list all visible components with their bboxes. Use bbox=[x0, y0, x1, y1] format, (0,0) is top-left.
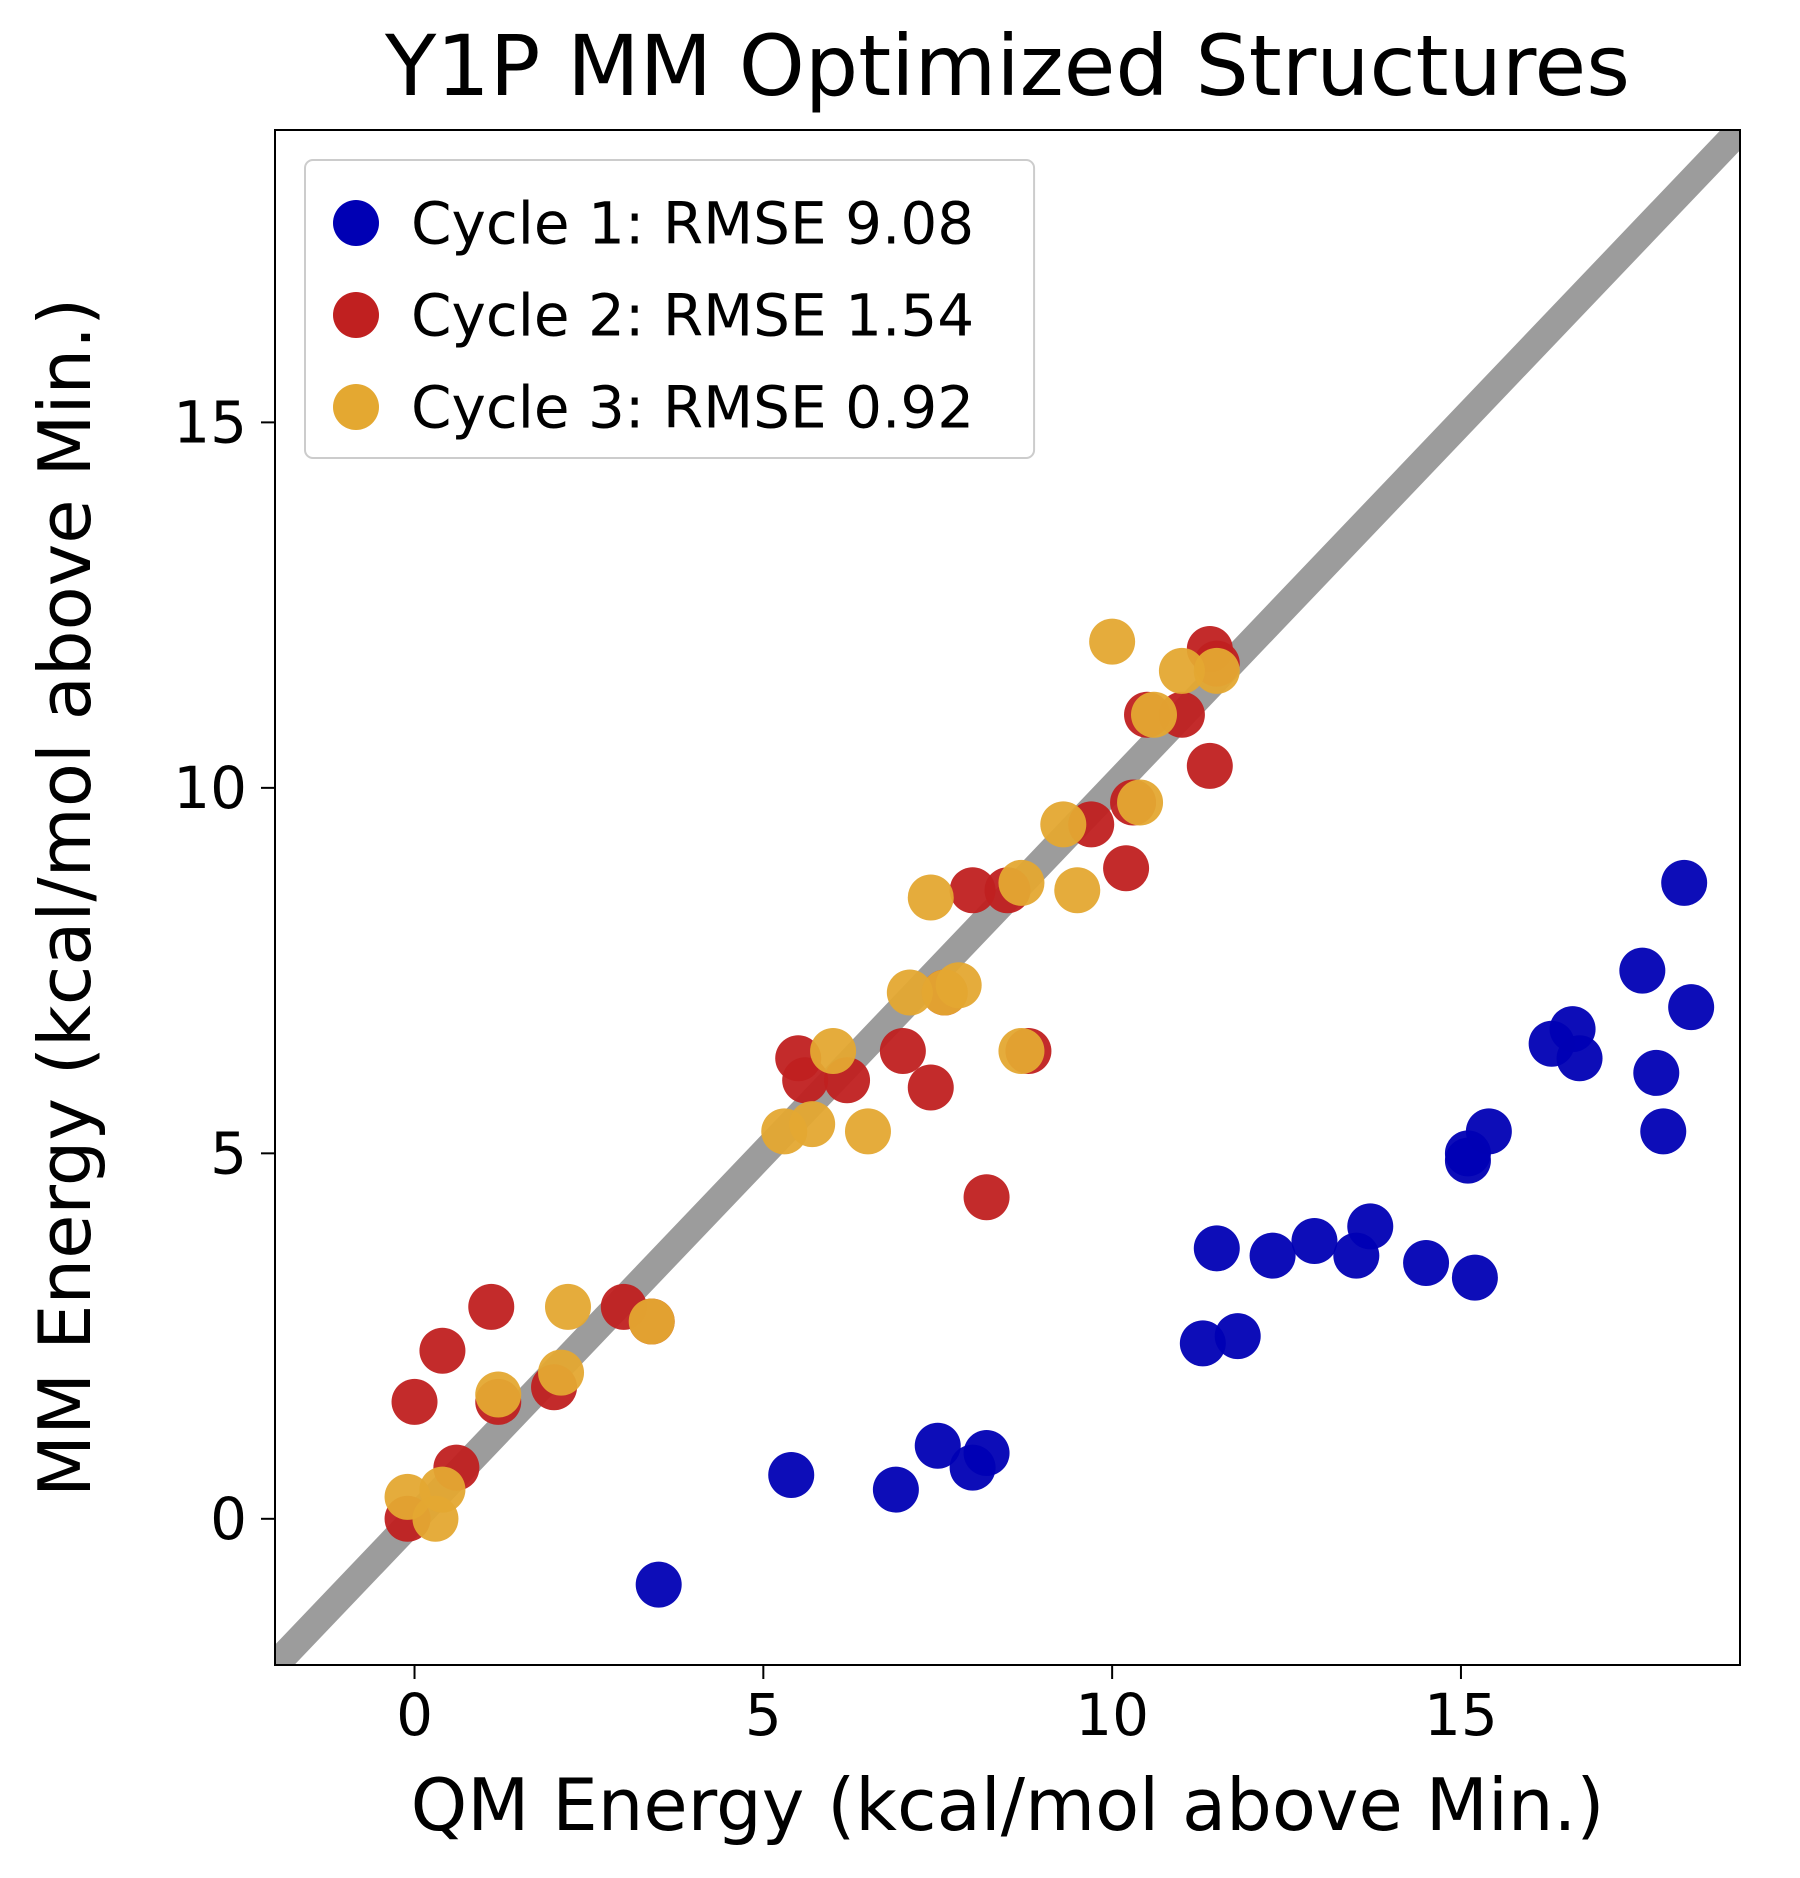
legend-marker bbox=[333, 384, 379, 430]
data-point bbox=[545, 1284, 591, 1330]
data-point bbox=[880, 1028, 926, 1074]
data-point bbox=[475, 1372, 521, 1418]
legend-marker bbox=[333, 200, 379, 246]
data-point bbox=[1633, 1050, 1679, 1096]
data-point bbox=[629, 1298, 675, 1344]
legend-marker bbox=[333, 292, 379, 338]
data-point bbox=[1131, 692, 1177, 738]
y-tick-label: 5 bbox=[210, 1119, 247, 1187]
data-point bbox=[1291, 1218, 1337, 1264]
data-point bbox=[1117, 779, 1163, 825]
data-point bbox=[419, 1467, 465, 1513]
data-point bbox=[789, 1101, 835, 1147]
data-point bbox=[1466, 1108, 1512, 1154]
data-point bbox=[908, 1065, 954, 1111]
legend-label: Cycle 2: RMSE 1.54 bbox=[411, 281, 974, 349]
data-point bbox=[1054, 867, 1100, 913]
data-point bbox=[1089, 619, 1135, 665]
data-point bbox=[936, 962, 982, 1008]
chart-title: Y1P MM Optimized Structures bbox=[384, 17, 1630, 115]
y-axis-label: MM Energy (kcal/mol above Min.) bbox=[23, 298, 107, 1497]
data-point bbox=[1640, 1108, 1686, 1154]
y-tick-label: 10 bbox=[173, 754, 247, 822]
data-point bbox=[1250, 1233, 1296, 1279]
data-point bbox=[964, 1174, 1010, 1220]
data-point bbox=[768, 1452, 814, 1498]
data-point bbox=[998, 860, 1044, 906]
data-point bbox=[1668, 984, 1714, 1030]
data-point bbox=[1557, 1035, 1603, 1081]
data-point bbox=[964, 1430, 1010, 1476]
data-point bbox=[1452, 1255, 1498, 1301]
data-point bbox=[1194, 648, 1240, 694]
data-point bbox=[873, 1467, 919, 1513]
legend: Cycle 1: RMSE 9.08 Cycle 2: RMSE 1.54 Cycl… bbox=[305, 160, 1034, 458]
x-tick-label: 15 bbox=[1424, 1681, 1498, 1749]
data-point bbox=[1619, 948, 1665, 994]
x-axis-label: QM Energy (kcal/mol above Min.) bbox=[411, 1763, 1605, 1847]
legend-label: Cycle 1: RMSE 9.08 bbox=[411, 189, 974, 257]
data-point bbox=[1403, 1240, 1449, 1286]
data-point bbox=[1103, 845, 1149, 891]
x-tick-label: 0 bbox=[396, 1681, 433, 1749]
data-point bbox=[1347, 1203, 1393, 1249]
legend-label: Cycle 3: RMSE 0.92 bbox=[411, 373, 974, 441]
data-point bbox=[1215, 1313, 1261, 1359]
data-point bbox=[1661, 860, 1707, 906]
data-point bbox=[908, 875, 954, 921]
data-point bbox=[810, 1028, 856, 1074]
data-point bbox=[845, 1108, 891, 1154]
y-tick-label: 15 bbox=[173, 388, 247, 456]
x-tick-label: 5 bbox=[745, 1681, 782, 1749]
data-point bbox=[1187, 743, 1233, 789]
y-tick-label: 0 bbox=[210, 1485, 247, 1553]
data-point bbox=[636, 1562, 682, 1608]
scatter-chart: 0 5 10 15 0 5 10 15 QM Energy (kcal/mol above Mi… bbox=[0, 0, 1800, 1878]
data-point bbox=[468, 1284, 514, 1330]
data-point bbox=[392, 1379, 438, 1425]
x-tick-label: 10 bbox=[1075, 1681, 1149, 1749]
data-point bbox=[419, 1328, 465, 1374]
data-point bbox=[538, 1350, 584, 1396]
data-point bbox=[1040, 801, 1086, 847]
data-point bbox=[998, 1028, 1044, 1074]
chart-container: 0 5 10 15 0 5 10 15 QM Energy (kcal/mol above Mi… bbox=[0, 0, 1800, 1878]
data-point bbox=[1194, 1225, 1240, 1271]
